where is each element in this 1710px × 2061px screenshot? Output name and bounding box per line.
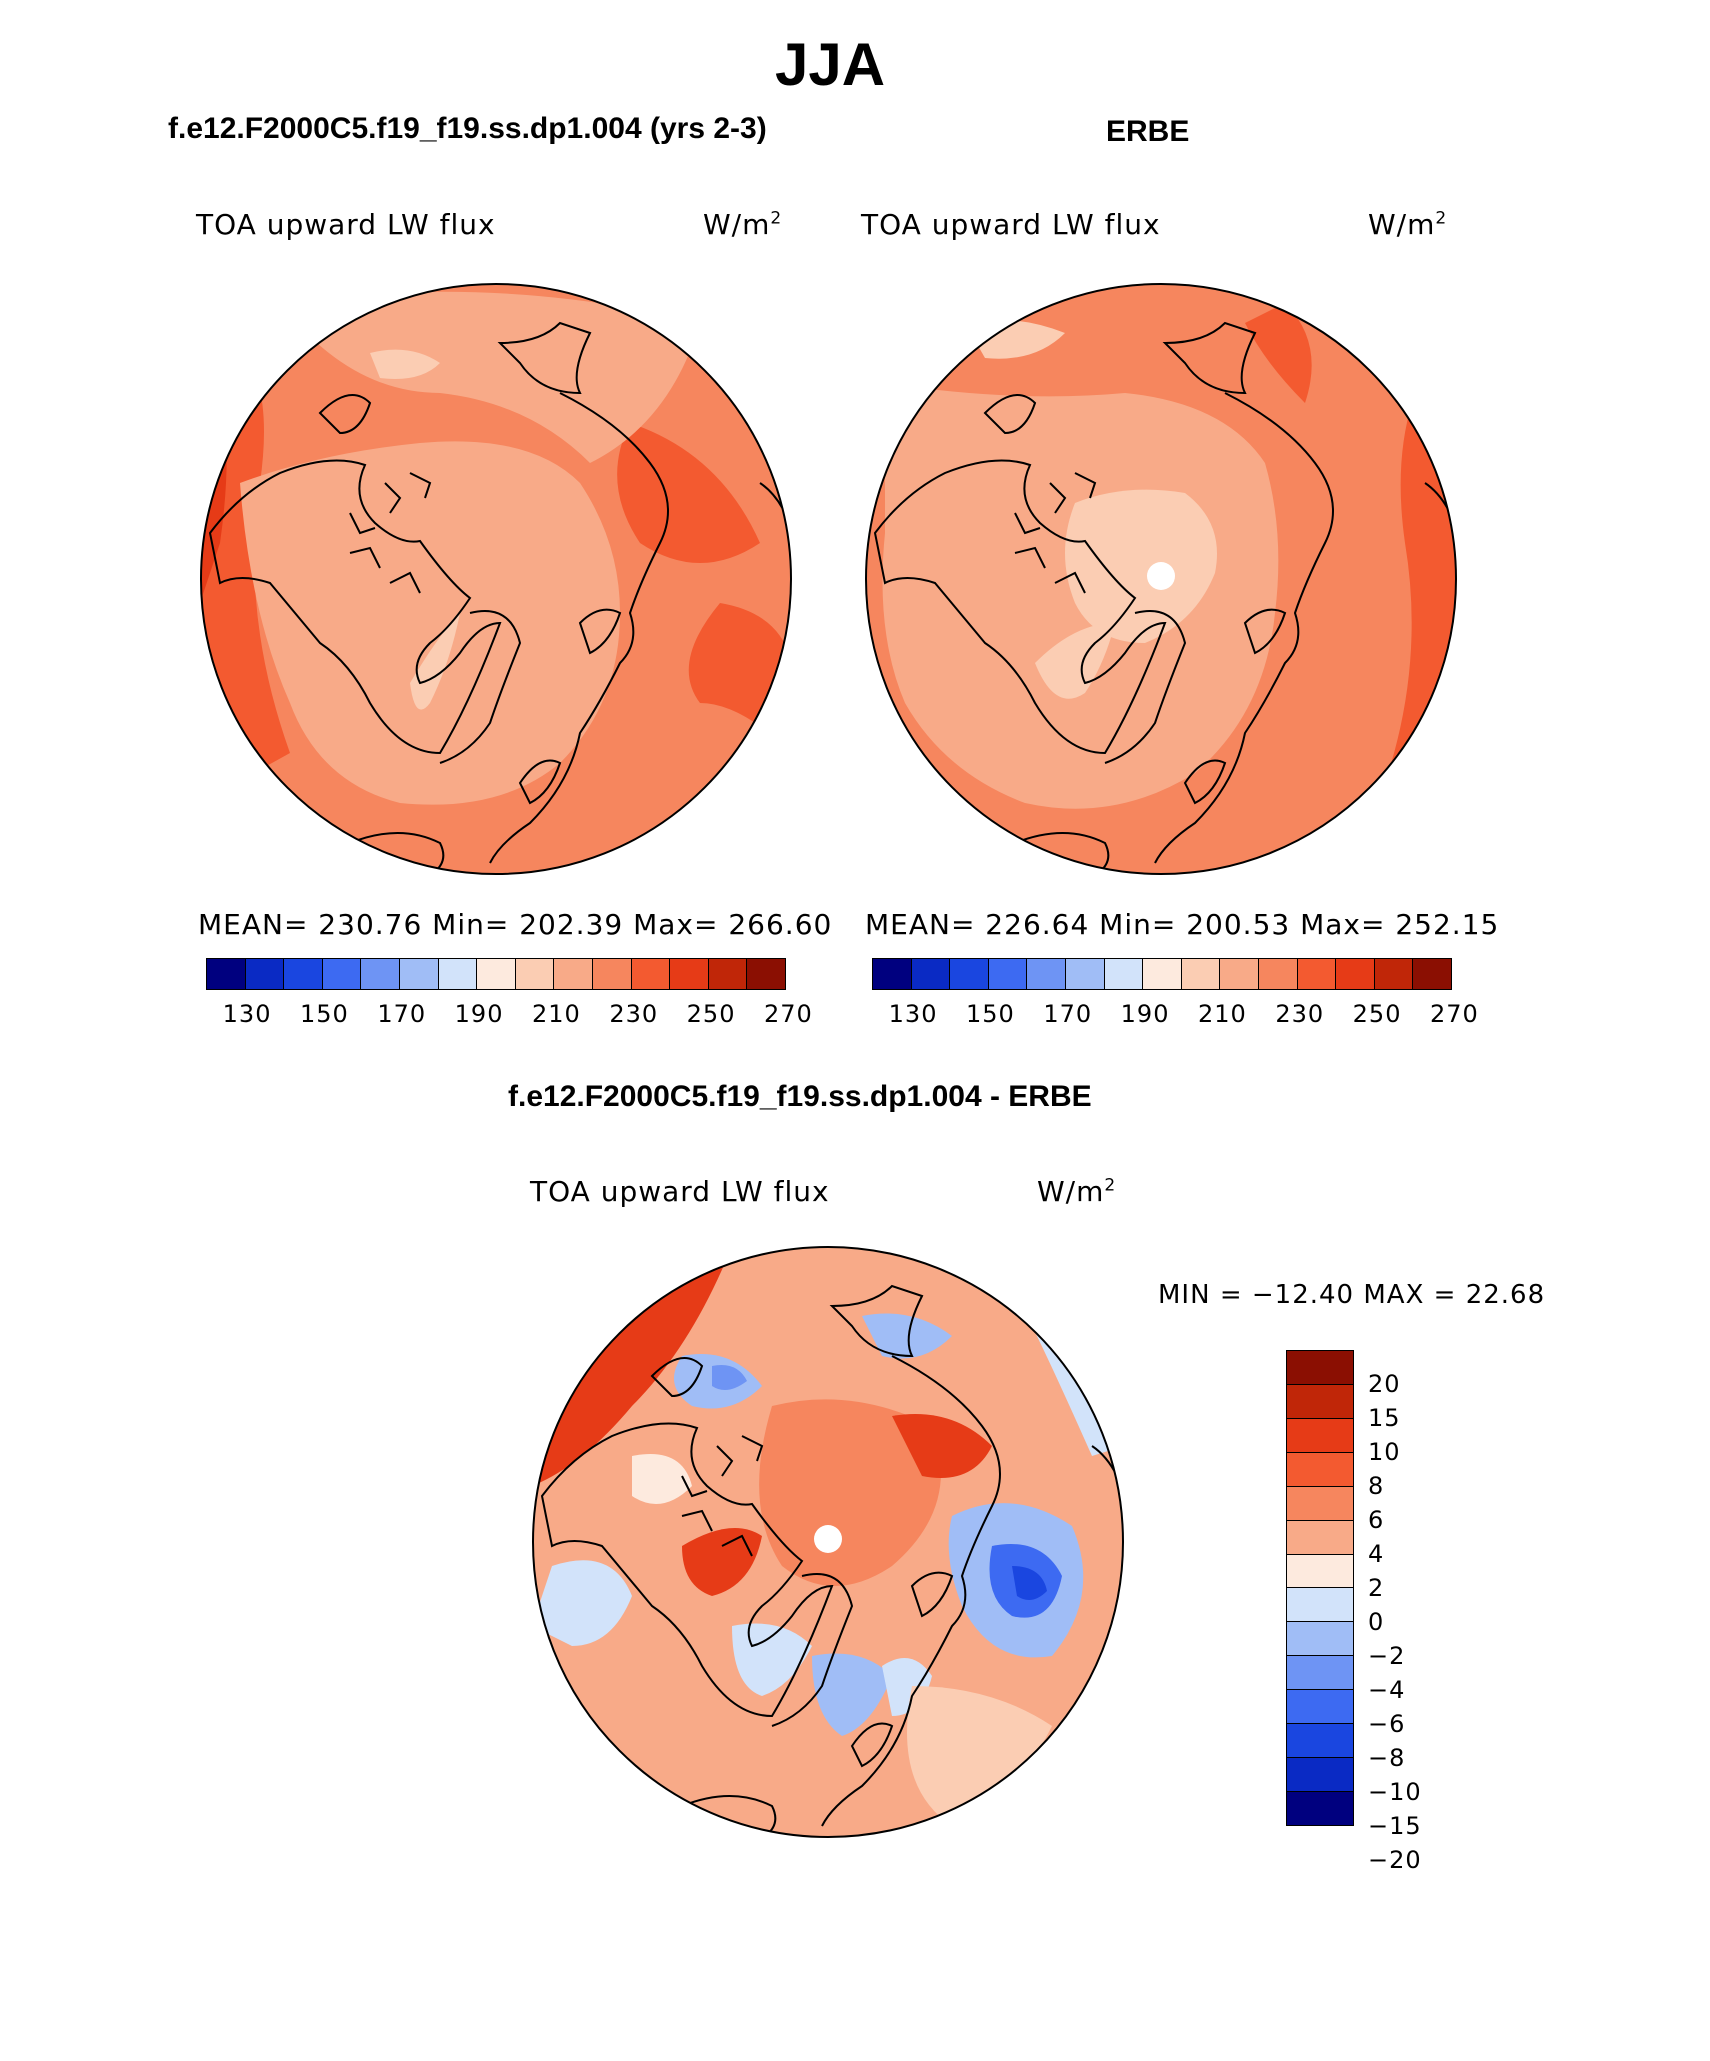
colorbar-tick-label: 20 [1368,1370,1401,1398]
colorbar-tick-label: 8 [1368,1472,1385,1500]
diff-polar-map [532,1246,1124,1838]
colorbar-swatch [1258,959,1298,989]
colorbar-swatch [399,959,439,989]
colorbar-swatch [207,959,246,989]
diff-units-label: W/m2 [1037,1175,1117,1208]
colorbar-swatch [1287,1758,1353,1792]
colorbar-swatch [1336,959,1375,989]
colorbar-swatch [1287,1486,1353,1521]
colorbar-tick-label: −4 [1368,1676,1406,1704]
colorbar-swatch [631,959,671,989]
colorbar-tick-label: 210 [532,1000,581,1028]
diff-variable-label: TOA upward LW flux [530,1175,830,1208]
colorbar-swatch [592,959,632,989]
colorbar-tick-label: 0 [1368,1608,1385,1636]
colorbar-tick-label: −20 [1368,1846,1422,1874]
diff-case-title: f.e12.F2000C5.f19_f19.ss.dp1.004 - ERBE [508,1080,1092,1113]
colorbar-swatch [873,959,912,989]
colorbar-swatch [1287,1656,1353,1691]
colorbar-tick-label: 250 [1352,1000,1402,1028]
obs-case-title: ERBE [1106,115,1190,148]
diff-colorbar [1286,1350,1354,1826]
colorbar-tick-label: 210 [1198,1000,1247,1028]
colorbar-swatch [322,959,362,989]
colorbar-swatch [438,959,478,989]
colorbar-tick-label: 6 [1368,1506,1385,1534]
model-polar-map [200,283,792,875]
obs-colorbar-ticks: 130 150 170 190 210 230 250 270 [872,1000,1478,1030]
colorbar-swatch [950,959,989,989]
colorbar-swatch [1287,1690,1353,1725]
colorbar-swatch [1297,959,1337,989]
colorbar-swatch [1287,1520,1353,1555]
model-colorbar [206,958,786,990]
colorbar-tick-label: −2 [1368,1642,1406,1670]
colorbar-swatch [554,959,593,989]
diff-min-max: MIN = −12.40 MAX = 22.68 [1158,1280,1546,1310]
colorbar-tick-label: 130 [222,1000,272,1028]
colorbar-swatch [1287,1351,1353,1385]
colorbar-tick-label: −6 [1368,1710,1406,1738]
colorbar-tick-label: −10 [1368,1778,1422,1806]
colorbar-swatch [1220,959,1259,989]
colorbar-swatch [245,959,285,989]
colorbar-swatch [1374,959,1414,989]
model-case-title: f.e12.F2000C5.f19_f19.ss.dp1.004 (yrs 2-… [168,112,767,145]
colorbar-swatch [1287,1452,1353,1487]
colorbar-tick-label: −8 [1368,1744,1406,1772]
colorbar-swatch [1287,1384,1353,1419]
obs-colorbar [872,958,1452,990]
colorbar-swatch [1287,1622,1353,1657]
colorbar-tick-label: 250 [686,1000,736,1028]
colorbar-swatch [1413,959,1451,989]
colorbar-tick-label: 270 [764,1000,813,1028]
obs-polar-map [865,283,1457,875]
colorbar-swatch [1287,1554,1353,1589]
colorbar-tick-label: 230 [1275,1000,1325,1028]
model-colorbar-ticks: 130 150 170 190 210 230 250 270 [206,1000,812,1030]
colorbar-swatch [284,959,323,989]
colorbar-swatch [1143,959,1182,989]
colorbar-tick-label: 10 [1368,1438,1401,1466]
model-units-label: W/m2 [703,208,783,241]
colorbar-swatch [1027,959,1066,989]
colorbar-swatch [1181,959,1221,989]
model-stats: MEAN= 230.76 Min= 202.39 Max= 266.60 [198,908,833,941]
colorbar-tick-label: 190 [1120,1000,1170,1028]
colorbar-swatch [1065,959,1105,989]
colorbar-swatch [911,959,951,989]
colorbar-swatch [361,959,400,989]
colorbar-tick-label: 270 [1430,1000,1479,1028]
colorbar-swatch [988,959,1028,989]
figure-title: JJA [774,31,886,98]
colorbar-swatch [477,959,516,989]
colorbar-tick-label: 130 [888,1000,938,1028]
colorbar-tick-label: 190 [454,1000,504,1028]
diff-colorbar-ticks: 20 15 10 8 6 4 2 0 −2 −4 −6 −8 −10 −15 −20 [1368,1350,1448,1874]
colorbar-tick-label: 2 [1368,1574,1385,1602]
colorbar-tick-label: 230 [609,1000,659,1028]
colorbar-swatch [1287,1418,1353,1453]
colorbar-tick-label: 150 [300,1000,349,1028]
obs-stats: MEAN= 226.64 Min= 200.53 Max= 252.15 [865,908,1500,941]
colorbar-tick-label: 4 [1368,1540,1385,1568]
colorbar-swatch [747,959,785,989]
colorbar-swatch [1287,1588,1353,1623]
model-variable-label: TOA upward LW flux [196,208,496,241]
colorbar-swatch [708,959,748,989]
obs-variable-label: TOA upward LW flux [861,208,1161,241]
colorbar-swatch [515,959,555,989]
colorbar-tick-label: −15 [1368,1812,1422,1840]
colorbar-tick-label: 15 [1368,1404,1401,1432]
colorbar-tick-label: 170 [1043,1000,1093,1028]
colorbar-tick-label: 150 [966,1000,1015,1028]
colorbar-swatch [670,959,709,989]
colorbar-swatch [1287,1791,1353,1825]
colorbar-swatch [1287,1724,1353,1759]
colorbar-tick-label: 170 [377,1000,427,1028]
obs-units-label: W/m2 [1368,208,1448,241]
colorbar-swatch [1104,959,1144,989]
